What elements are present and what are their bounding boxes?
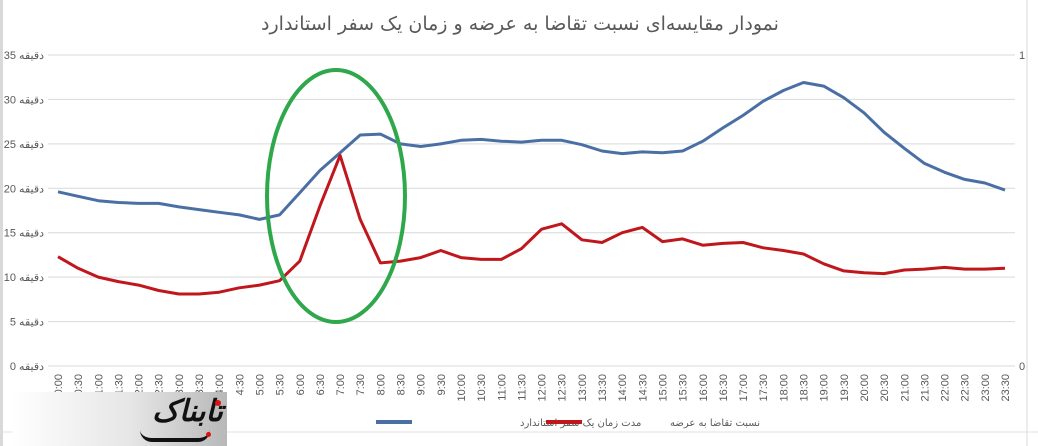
x-tick-label: 21:00 [899, 374, 911, 402]
legend-label-demand-supply-ratio: نسبت تقاضا به عرضه [670, 418, 760, 429]
x-tick-label: 10:30 [476, 374, 488, 402]
x-tick-label: 5:30 [275, 374, 287, 395]
highlight-ellipse [265, 68, 407, 324]
chart-title: نمودار مقایسه‌ای نسبت تقاضا به عرضه و زم… [261, 13, 779, 35]
x-tick-label: 9:00 [416, 374, 428, 395]
x-tick-label: 12:30 [557, 374, 569, 402]
x-tick-label: 15:30 [678, 374, 690, 402]
x-tick-label: 16:00 [698, 374, 710, 402]
secondary-y-tick-label: 0 [1019, 361, 1025, 373]
y-tick-label: 15 دقیقه [4, 228, 44, 240]
x-tick-label: 10:00 [456, 374, 468, 402]
x-tick-label: 3:30 [194, 374, 206, 395]
x-tick-label: 20:30 [879, 374, 891, 402]
x-tick-label: 16:30 [718, 374, 730, 402]
x-tick-label: 17:30 [758, 374, 770, 402]
x-tick-label: 23:00 [980, 374, 992, 402]
x-tick-label: 17:00 [738, 374, 750, 402]
x-tick-label: 2:30 [154, 374, 166, 395]
x-tick-label: 12:00 [537, 374, 549, 402]
watermark-logo: تابناک [12, 392, 227, 446]
y-tick-label: 10 دقیقه [4, 272, 44, 284]
x-tick-label: 11:30 [516, 374, 528, 401]
legend: مدت زمان یک سفر استاندارد نسبت تقاضا به … [376, 418, 760, 429]
x-tick-label: 13:00 [577, 374, 589, 402]
x-tick-label: 0:30 [73, 374, 85, 395]
x-tick-label: 13:30 [597, 374, 609, 402]
y-tick-label: 35 دقیقه [4, 50, 44, 62]
series-trip-duration-line [57, 81, 1006, 221]
secondary-y-axis-ticks: 10 [1019, 50, 1025, 373]
x-tick-label: 4:00 [214, 374, 226, 395]
x-tick-label: 23:30 [1000, 374, 1012, 402]
x-tick-label: 3:00 [174, 374, 186, 395]
x-tick-label: 5:00 [254, 374, 266, 395]
watermark-swoosh-icon [140, 430, 210, 442]
watermark-dot-icon [206, 432, 211, 437]
y-tick-label: 20 دقیقه [4, 183, 44, 195]
x-tick-label: 20:00 [859, 374, 871, 402]
x-tick-label: 11:00 [496, 374, 508, 401]
x-tick-label: 19:30 [839, 374, 851, 402]
x-tick-label: 14:30 [637, 374, 649, 402]
y-axis-ticks: 0 دقیقه 5 دقیقه 10 دقیقه 15 دقیقه 20 دقیقه 25… [4, 50, 44, 373]
legend-item-trip-duration: مدت زمان یک سفر استاندارد [376, 418, 641, 429]
x-tick-label: 6:00 [295, 374, 307, 395]
y-tick-label: 5 دقیقه [10, 317, 44, 329]
x-tick-label: 6:30 [315, 374, 327, 395]
x-tick-label: 18:30 [799, 374, 811, 402]
series-demand-supply-ratio-line [57, 153, 1006, 296]
watermark-dot-icon [215, 400, 221, 406]
left-frame-border [0, 0, 3, 446]
y-tick-label: 25 دقیقه [4, 139, 44, 151]
watermark-text: تابناک [152, 394, 223, 429]
x-tick-label: 9:30 [436, 374, 448, 395]
x-tick-label: 8:30 [396, 374, 408, 395]
x-tick-label: 4:30 [234, 374, 246, 395]
x-tick-label: 14:00 [617, 374, 629, 402]
x-tick-label: 0:00 [53, 374, 65, 395]
x-tick-label: 8:00 [375, 374, 387, 395]
x-tick-label: 22:00 [940, 374, 952, 402]
x-tick-label: 1:30 [113, 374, 125, 395]
x-tick-label: 1:00 [93, 374, 105, 395]
x-tick-label: 2:00 [134, 374, 146, 395]
x-tick-label: 19:00 [819, 374, 831, 402]
gridlines [48, 54, 1015, 367]
legend-item-demand-supply-ratio: نسبت تقاضا به عرضه [546, 418, 760, 429]
x-axis-ticks: 0:00 0:30 1:00 1:30 2:00 2:30 3:00 3:30 4:00 4:30… [53, 374, 1012, 402]
x-tick-label: 18:00 [778, 374, 790, 402]
x-tick-label: 7:30 [355, 374, 367, 395]
x-tick-label: 21:30 [919, 374, 931, 402]
x-tick-label: 7:00 [335, 374, 347, 395]
x-tick-label: 15:00 [657, 374, 669, 402]
y-tick-label: 0 دقیقه [10, 361, 44, 373]
x-tick-label: 22:30 [960, 374, 972, 402]
y-tick-label: 30 دقیقه [4, 94, 44, 106]
secondary-y-tick-label: 1 [1019, 50, 1025, 62]
